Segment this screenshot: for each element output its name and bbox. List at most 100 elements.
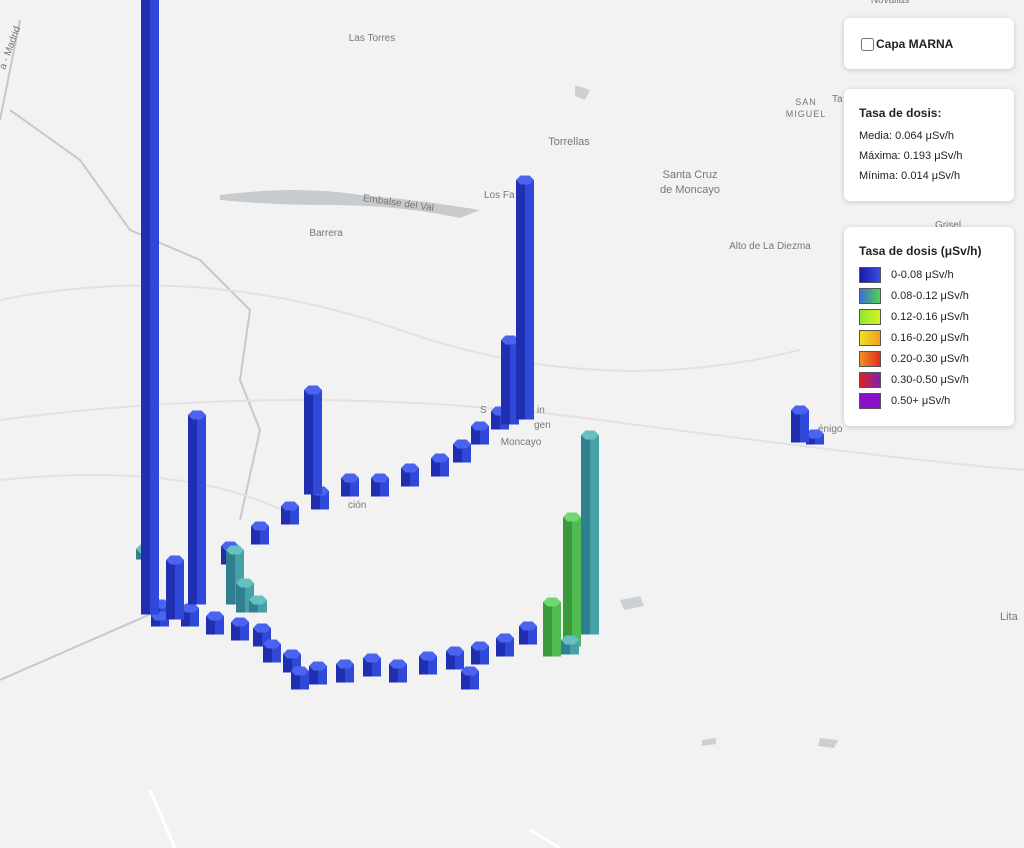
column-side [401, 468, 410, 487]
column-side [290, 506, 299, 525]
map-label: MIGUEL [786, 109, 827, 119]
column-side [363, 658, 372, 677]
column-side [471, 646, 480, 665]
stat-line: Media: 0.064 μSv/h [859, 130, 955, 142]
column-top [371, 473, 389, 483]
column-side [263, 644, 272, 663]
column-side [470, 671, 479, 690]
map-label: S [480, 405, 487, 416]
column-top [543, 597, 561, 607]
map-label: gen [534, 420, 551, 431]
column-top [561, 635, 579, 645]
column-top [291, 666, 309, 676]
column-top [206, 611, 224, 621]
column-top [581, 430, 599, 440]
column-side [231, 622, 240, 641]
basemap [0, 19, 1024, 848]
column-side [309, 666, 318, 685]
column-side [389, 664, 398, 683]
legend-item: 0.08-0.12 μSv/h [859, 287, 1014, 304]
stats-title: Tasa de dosis: [859, 106, 942, 120]
column-side [166, 560, 175, 620]
column-side [471, 426, 480, 445]
legend-label: 0.08-0.12 μSv/h [891, 289, 969, 302]
column-top [419, 651, 437, 661]
column-top [309, 661, 327, 671]
column-side [345, 664, 354, 683]
column-side [318, 666, 327, 685]
column-top [253, 623, 271, 633]
column-side [372, 658, 381, 677]
column-side [249, 600, 258, 613]
column-side [197, 415, 206, 605]
column-side [505, 638, 514, 657]
legend-swatch [859, 308, 881, 325]
legend-swatch [859, 350, 881, 367]
column-side [428, 656, 437, 675]
column-side [455, 651, 464, 670]
column-side [480, 646, 489, 665]
column-top [806, 429, 824, 439]
column-side [791, 410, 800, 443]
column-side [419, 656, 428, 675]
map-label: Santa Cruz [662, 169, 717, 181]
stat-line: Máxima: 0.193 μSv/h [859, 150, 963, 162]
column-side [320, 491, 329, 510]
legend-label: 0.50+ μSv/h [891, 394, 951, 407]
column-side [226, 550, 235, 605]
column-side [292, 654, 301, 673]
column-side [160, 616, 169, 627]
column-side [300, 671, 309, 690]
map-label: Lita [1000, 611, 1019, 623]
column-top [791, 405, 809, 415]
column-top [471, 641, 489, 651]
column-top [304, 385, 322, 395]
column-top [249, 595, 267, 605]
legend-swatch [859, 287, 881, 304]
column-top [166, 555, 184, 565]
column-top [461, 666, 479, 676]
column-side [235, 550, 244, 605]
legend-title: Tasa de dosis (μSv/h) [859, 244, 982, 258]
column-side [561, 640, 570, 655]
legend-label: 0.20-0.30 μSv/h [891, 352, 969, 365]
column-side [181, 608, 190, 627]
column-side [283, 654, 292, 673]
column-side [590, 435, 599, 635]
stats-panel: Tasa de dosis: Media: 0.064 μSv/h Máxima:… [844, 89, 1014, 201]
column-top [188, 410, 206, 420]
column-side [215, 616, 224, 635]
column-side [251, 526, 260, 545]
legend-item: 0.12-0.16 μSv/h [859, 308, 1014, 325]
map-label: Embalse del Val [362, 193, 434, 214]
column-side [563, 517, 572, 647]
map-label: SAN [795, 97, 817, 107]
column-side [501, 340, 510, 425]
map-label: Moncayo [501, 437, 542, 448]
map-label: ción [348, 500, 366, 511]
column-side [175, 560, 184, 620]
column-side [431, 458, 440, 477]
column-side [281, 506, 290, 525]
column-side [462, 444, 471, 463]
column-side [141, 0, 150, 615]
checkbox[interactable] [861, 37, 874, 51]
column-top [281, 501, 299, 511]
column-side [570, 640, 579, 655]
column-side [311, 491, 320, 510]
map-label: in [537, 405, 545, 416]
column-side [350, 478, 359, 497]
column-side [440, 458, 449, 477]
legend-swatch [859, 266, 881, 283]
legend-label: 0-0.08 μSv/h [891, 268, 954, 281]
map-label: Los Fa [484, 190, 515, 201]
column-side [336, 664, 345, 683]
layer-label: Capa MARNA [876, 37, 954, 51]
column-side [446, 651, 455, 670]
column-side [262, 628, 271, 647]
layer-toggle[interactable]: Capa MARNA [861, 37, 953, 51]
column-side [151, 616, 160, 627]
column-side [510, 340, 519, 425]
legend-label: 0.16-0.20 μSv/h [891, 331, 969, 344]
column-top [431, 453, 449, 463]
